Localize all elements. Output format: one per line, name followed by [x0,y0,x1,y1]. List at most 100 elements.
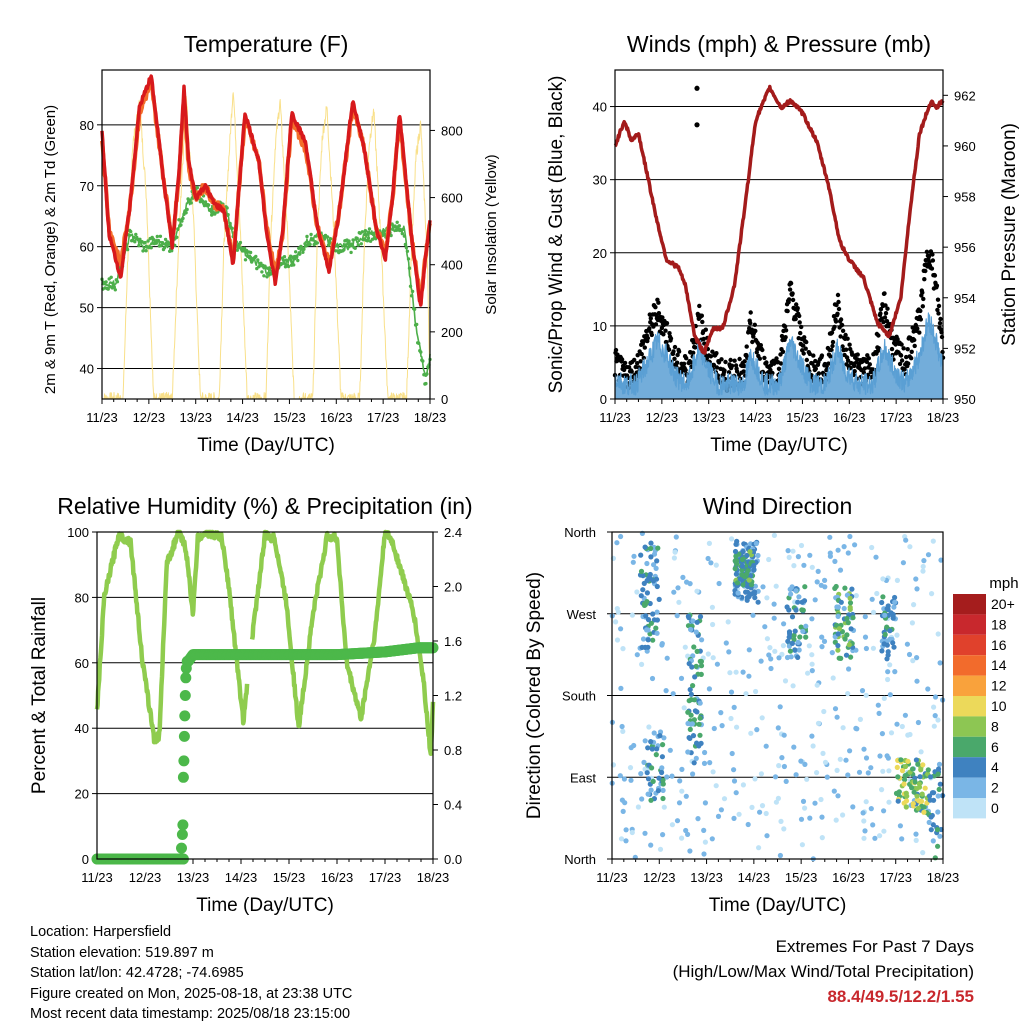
y-axis-label: Percent & Total Rainfall [29,597,50,794]
direction-point [819,835,825,841]
gust-point [819,353,825,358]
direction-point [705,651,711,657]
direction-point [779,651,785,658]
direction-point [679,835,685,841]
direction-point [734,724,740,730]
gust-point [936,303,942,309]
gust-point [710,349,715,354]
direction-point [838,599,844,605]
direction-point [835,793,841,799]
direction-point [896,789,902,795]
direction-point [791,636,797,643]
gust-point [898,353,904,358]
direction-point [919,791,925,797]
dewpoint-point [235,248,239,252]
direction-point [660,795,666,802]
direction-point [696,743,702,749]
direction-point [901,781,907,787]
direction-point [648,842,654,848]
direction-point [695,816,701,822]
gust-point [770,370,775,376]
direction-point [693,629,699,635]
gust-point [672,344,678,350]
direction-point [797,634,803,640]
gust-point [937,321,943,326]
legend-swatch [953,594,986,615]
extremes-values: 88.4/49.5/12.2/1.55 [827,987,974,1006]
direction-point [759,803,766,809]
legend-swatch [953,777,986,798]
gust-point [802,335,807,340]
direction-point [638,593,644,599]
direction-point [614,540,620,546]
direction-point [914,678,920,684]
direction-point [699,637,705,643]
legend-label: 10 [991,698,1007,714]
created-text: Figure created on Mon, 2025-08-18, at 23… [30,985,353,1002]
direction-point [798,816,805,822]
direction-point [660,777,666,783]
direction-point [615,609,621,615]
direction-point [847,606,853,613]
gust-point [794,302,799,307]
y-tick-label: 80 [75,590,89,605]
direction-point [657,846,664,852]
dewpoint-point [144,249,148,253]
direction-point [820,750,826,757]
direction-point [650,637,656,643]
direction-point [759,715,765,721]
gust-point [774,356,779,361]
direction-point [739,572,745,578]
direction-point [841,605,847,612]
gust-point [829,330,835,335]
gust-point [793,316,798,322]
gust-point [852,363,857,369]
direction-point [884,753,890,759]
direction-point [641,759,647,766]
gust-point [850,352,855,357]
direction-point [931,704,937,710]
gust-outlier-point [694,85,700,91]
direction-point [910,766,916,772]
direction-point [852,542,858,548]
x-tick-label: 18/23 [927,870,960,885]
direction-point [891,604,897,610]
direction-point [863,755,870,761]
gust-point [711,362,717,368]
gust-point [742,363,747,369]
direction-point [728,689,735,695]
gust-point [626,365,632,370]
direction-point [767,645,773,651]
gust-point [742,359,747,364]
gust-point [741,369,746,374]
gust-point [619,357,625,362]
gust-point [753,328,758,334]
dewpoint-point [389,233,393,238]
dewpoint-point [259,261,263,265]
direction-point [870,645,877,651]
x-tick-label: 18/23 [927,410,960,425]
plot-border [611,531,944,860]
dewpoint-point [395,220,399,224]
y2-tick-label: 0 [441,392,448,407]
dewpoint-point [238,240,243,245]
direction-point [642,644,648,651]
direction-point [714,661,721,667]
y-tick-label: 40 [593,100,607,115]
direction-point [791,563,797,569]
direction-point [801,598,808,604]
direction-point [932,855,938,861]
direction-point [937,833,943,839]
gust-point [675,352,680,358]
gust-point [897,361,903,367]
direction-point [840,725,846,731]
direction-point [650,578,657,584]
direction-point [679,766,685,773]
direction-point [644,770,650,776]
direction-point [821,708,827,715]
direction-point [920,850,926,856]
direction-point [648,545,654,552]
direction-point [777,852,784,859]
gust-point [832,324,837,330]
precip-point [176,842,187,854]
